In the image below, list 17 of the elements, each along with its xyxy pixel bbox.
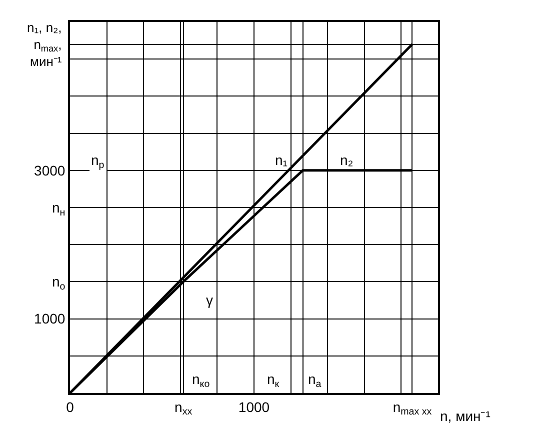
annotation: n$_{ко}$	[192, 371, 210, 390]
y-tick-label: n$_{о}$	[52, 274, 66, 293]
x-tick-label: 0	[66, 398, 74, 415]
annotation: γ	[206, 292, 213, 308]
y-tick-label: 3000	[34, 162, 66, 178]
y-tick-label: n$_{н}$	[52, 199, 66, 218]
annotation: n$_{к}$	[267, 371, 280, 390]
annotation: n₁	[275, 152, 288, 168]
y-tick-label: 1000	[34, 310, 66, 327]
annotation: n$_{р}$	[91, 152, 105, 171]
annotation: n₂	[340, 152, 354, 168]
x-tick-label: 1000	[238, 398, 270, 415]
x-tick-label: n$_{max хх}$	[392, 398, 432, 418]
annotation: n$_{а}$	[308, 371, 322, 390]
x-axis-title: n, мин⁻¹	[440, 408, 491, 424]
x-tick-label: n$_{хх}$	[174, 398, 192, 418]
y-axis-title: n₁, n₂, n$_{max}$, мин⁻¹	[27, 20, 62, 69]
